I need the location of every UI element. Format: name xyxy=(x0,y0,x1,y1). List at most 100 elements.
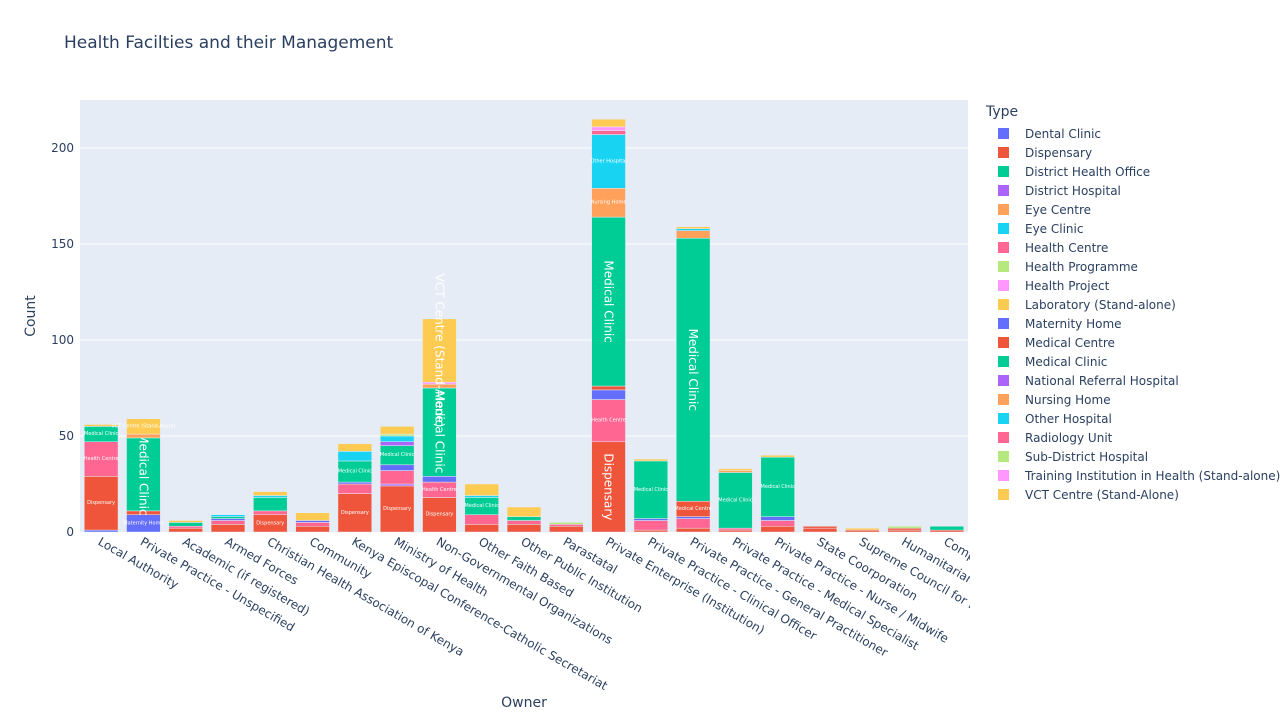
bar-segment[interactable] xyxy=(168,525,203,529)
bar-segment[interactable] xyxy=(337,443,373,452)
bar-segment[interactable] xyxy=(760,525,795,533)
bar-segment[interactable] xyxy=(295,512,330,521)
legend-item[interactable]: Health Project xyxy=(986,276,1280,295)
legend-item[interactable]: Sub-District Hospital xyxy=(986,447,1280,466)
bar-segment[interactable] xyxy=(549,524,584,527)
legend-item[interactable]: National Referral Hospital xyxy=(986,371,1280,390)
bar-segment[interactable] xyxy=(887,529,922,533)
legend-item[interactable]: Training Institution in Health (Stand-al… xyxy=(986,466,1280,485)
bar-segment[interactable] xyxy=(422,476,457,483)
bar-segment[interactable] xyxy=(591,385,626,391)
bar-segment[interactable] xyxy=(591,389,626,400)
bar-segment[interactable] xyxy=(633,529,669,533)
bar-segment[interactable] xyxy=(422,318,457,383)
bar-segment[interactable] xyxy=(253,510,288,515)
bar-segment[interactable] xyxy=(675,230,711,239)
bar-segment[interactable] xyxy=(845,527,880,531)
bar-segment[interactable] xyxy=(210,518,246,521)
bar-segment[interactable] xyxy=(675,226,711,229)
bar-segment[interactable] xyxy=(253,495,288,498)
bar-segment[interactable] xyxy=(675,228,711,231)
bar-segment[interactable] xyxy=(210,514,246,517)
bar-segment[interactable] xyxy=(210,524,246,533)
bar-segment[interactable] xyxy=(379,435,415,443)
bar-segment[interactable] xyxy=(760,516,795,521)
bar-segment[interactable] xyxy=(718,472,753,529)
legend-item[interactable]: Health Programme xyxy=(986,257,1280,276)
bar-segment[interactable] xyxy=(675,237,711,502)
bar-segment[interactable] xyxy=(83,529,119,533)
bar-segment[interactable] xyxy=(337,483,373,494)
bar-segment[interactable] xyxy=(83,424,119,427)
bar-segment[interactable] xyxy=(464,495,499,498)
bar-segment[interactable] xyxy=(295,522,330,527)
bar-segment[interactable] xyxy=(633,520,669,531)
bar-segment[interactable] xyxy=(126,433,161,439)
bar-segment[interactable] xyxy=(887,525,922,529)
bar-segment[interactable] xyxy=(464,483,499,496)
bar-segment[interactable] xyxy=(549,525,584,533)
legend-item[interactable]: District Hospital xyxy=(986,181,1280,200)
bar-segment[interactable] xyxy=(506,520,542,525)
bar-segment[interactable] xyxy=(549,522,584,525)
bar-segment[interactable] xyxy=(210,516,246,519)
bar-segment[interactable] xyxy=(168,520,203,523)
legend-item[interactable]: Dispensary xyxy=(986,143,1280,162)
legend-item[interactable]: Eye Clinic xyxy=(986,219,1280,238)
bar-segment[interactable] xyxy=(633,460,669,519)
bar-segment[interactable] xyxy=(168,527,203,533)
bar-segment[interactable] xyxy=(929,529,965,533)
bar-segment[interactable] xyxy=(591,134,626,189)
bar-segment[interactable] xyxy=(760,520,795,527)
bar-segment[interactable] xyxy=(379,483,415,487)
bar-segment[interactable] xyxy=(337,481,373,485)
bar-segment[interactable] xyxy=(591,118,626,128)
bar-segment[interactable] xyxy=(422,497,457,533)
bar-segment[interactable] xyxy=(591,126,626,131)
bar-segment[interactable] xyxy=(675,518,711,529)
bar-segment[interactable] xyxy=(126,418,161,435)
legend-item[interactable]: Health Centre xyxy=(986,238,1280,257)
legend-item[interactable]: Other Hospital xyxy=(986,409,1280,428)
bar-segment[interactable] xyxy=(760,456,795,517)
bar-segment[interactable] xyxy=(633,518,669,521)
bar-segment[interactable] xyxy=(379,433,415,437)
legend-item[interactable]: Laboratory (Stand-alone) xyxy=(986,295,1280,314)
bar-segment[interactable] xyxy=(253,497,288,512)
bar-segment[interactable] xyxy=(210,520,246,525)
bar-segment[interactable] xyxy=(591,130,626,135)
bar-segment[interactable] xyxy=(802,525,838,529)
bar-segment[interactable] xyxy=(253,491,288,496)
bar-segment[interactable] xyxy=(83,441,119,477)
bar-segment[interactable] xyxy=(464,514,499,525)
legend-item[interactable]: Medical Centre xyxy=(986,333,1280,352)
bar-segment[interactable] xyxy=(718,468,753,471)
legend-item[interactable]: VCT Centre (Stand-Alone) xyxy=(986,485,1280,504)
bar-segment[interactable] xyxy=(422,387,457,477)
bar-segment[interactable] xyxy=(379,464,415,471)
bar-segment[interactable] xyxy=(929,525,965,531)
legend-item[interactable]: Nursing Home xyxy=(986,390,1280,409)
bar-segment[interactable] xyxy=(633,458,669,462)
bar-segment[interactable] xyxy=(295,525,330,533)
bar-segment[interactable] xyxy=(295,520,330,523)
bar-segment[interactable] xyxy=(337,451,373,462)
bar-segment[interactable] xyxy=(506,524,542,533)
legend-item[interactable]: Radiology Unit xyxy=(986,428,1280,447)
bar-segment[interactable] xyxy=(464,524,499,533)
bar-segment[interactable] xyxy=(887,527,922,531)
bar-segment[interactable] xyxy=(802,527,838,533)
bar-segment[interactable] xyxy=(675,516,711,519)
bar-segment[interactable] xyxy=(379,441,415,446)
bar-segment[interactable] xyxy=(379,426,415,435)
legend-item[interactable]: Dental Clinic xyxy=(986,124,1280,143)
legend-item[interactable]: District Health Office xyxy=(986,162,1280,181)
bar-segment[interactable] xyxy=(718,527,753,531)
bar-segment[interactable] xyxy=(675,527,711,533)
bar-segment[interactable] xyxy=(506,516,542,521)
legend-item[interactable]: Medical Clinic xyxy=(986,352,1280,371)
bar-segment[interactable] xyxy=(760,454,795,458)
legend-item[interactable]: Maternity Home xyxy=(986,314,1280,333)
bar-segment[interactable] xyxy=(591,441,626,533)
bar-segment[interactable] xyxy=(845,529,880,533)
